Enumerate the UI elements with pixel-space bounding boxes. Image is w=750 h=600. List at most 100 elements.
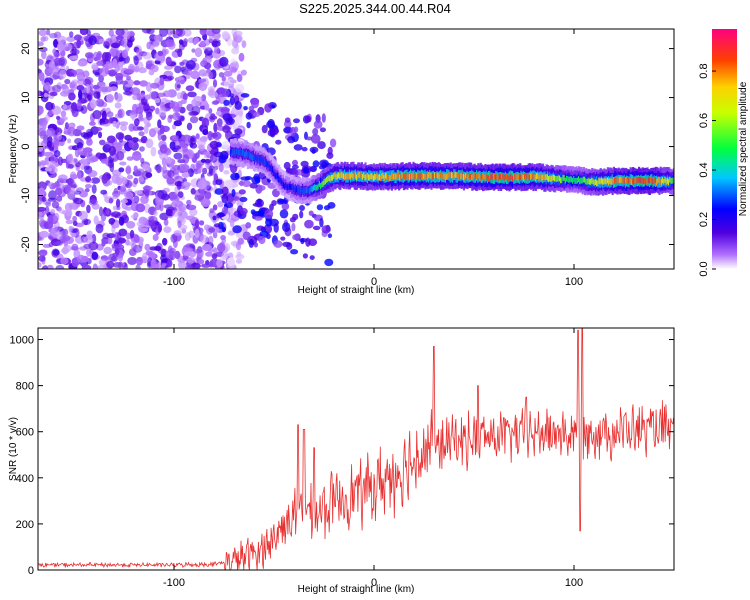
noise-blob <box>42 264 48 269</box>
transition-blob <box>329 138 337 148</box>
noise-blob <box>198 82 208 91</box>
noise-blob <box>202 129 209 136</box>
ridge-cell <box>365 173 368 180</box>
ridge-cell <box>479 175 482 182</box>
noise-blob <box>38 187 46 197</box>
ridge-cell <box>461 172 464 179</box>
noise-blob <box>213 122 218 133</box>
noise-blob <box>130 109 137 115</box>
ridge-cell <box>459 172 462 179</box>
noise-blob <box>89 121 96 126</box>
noise-blob <box>208 235 214 245</box>
transition-blob <box>277 199 287 204</box>
ridge-cell <box>386 173 389 180</box>
noise-blob <box>109 48 117 57</box>
ridge-cell <box>375 174 378 180</box>
spectrogram-heatmap <box>38 29 674 269</box>
noise-blob <box>70 174 78 180</box>
noise-blob <box>78 210 88 221</box>
noise-blob <box>161 157 167 166</box>
transition-blob <box>265 218 273 227</box>
noise-blob <box>105 209 110 215</box>
noise-blob <box>159 144 168 154</box>
noise-blob <box>135 168 145 177</box>
transition-blob <box>309 165 317 173</box>
ridge-cell <box>502 173 505 180</box>
noise-blob <box>183 251 192 257</box>
y-tick-label: 200 <box>16 519 34 531</box>
noise-blob <box>201 263 211 268</box>
ridge-cell <box>569 176 572 183</box>
transition-blob <box>213 223 221 228</box>
noise-blob <box>86 29 91 36</box>
transition-blob <box>301 147 308 152</box>
noise-blob <box>196 138 207 147</box>
noise-blob <box>127 30 135 37</box>
transition-blob <box>312 128 319 136</box>
noise-blob <box>178 203 187 213</box>
noise-blob <box>194 47 203 58</box>
ridge-cell <box>644 178 647 185</box>
transition-blob <box>253 242 258 248</box>
noise-blob <box>201 94 207 102</box>
noise-blob <box>114 92 123 103</box>
ridge-cell <box>400 174 403 181</box>
ridge-cell <box>429 172 432 178</box>
noise-blob <box>174 65 182 74</box>
ridge-cell <box>333 173 336 179</box>
transition-blob <box>327 146 333 155</box>
noise-blob <box>95 223 104 234</box>
noise-blob <box>64 122 69 130</box>
noise-blob <box>236 73 243 83</box>
ridge-cell <box>558 175 561 182</box>
noise-blob <box>43 151 54 157</box>
ridge-cell <box>501 173 504 180</box>
ridge-cell <box>604 178 607 184</box>
noise-blob <box>76 39 82 49</box>
ridge-cell <box>585 178 588 185</box>
ridge-cell <box>448 171 451 178</box>
noise-blob <box>38 90 41 97</box>
y-tick-label: 1000 <box>10 335 34 347</box>
ridge-cell <box>310 185 313 192</box>
ridge-cell <box>406 174 409 181</box>
ridge-cell <box>344 174 347 181</box>
noise-blob <box>227 230 236 236</box>
noise-blob <box>200 234 209 244</box>
ridge-cell <box>665 179 668 185</box>
noise-blob <box>149 82 160 89</box>
ridge-cell <box>340 172 343 178</box>
noise-blob <box>45 114 50 122</box>
ridge-cell <box>369 174 372 181</box>
noise-blob <box>56 132 62 141</box>
ridge-cell <box>366 172 369 179</box>
noise-blob <box>198 78 203 84</box>
transition-blob <box>309 146 319 154</box>
ridge-cell <box>329 176 332 183</box>
ridge-cell <box>488 175 491 182</box>
ridge-cell <box>408 173 411 180</box>
noise-blob <box>148 215 158 224</box>
noise-blob <box>139 146 145 152</box>
noise-blob <box>198 144 205 152</box>
ridge-cell <box>562 174 565 181</box>
noise-blob <box>79 158 88 165</box>
ridge-cell <box>514 173 517 180</box>
ridge-cell <box>249 152 252 159</box>
ridge-cell <box>628 177 631 184</box>
noise-blob <box>223 70 233 77</box>
ridge-cell <box>244 152 247 158</box>
x-tick-label: 0 <box>371 577 377 589</box>
noise-blob <box>172 199 178 205</box>
ridge-cell <box>345 173 348 180</box>
ridge-cell <box>374 173 377 180</box>
ridge-cell <box>671 177 674 184</box>
colorbar-tick-label: 0.0 <box>698 261 710 276</box>
spectrogram-x-label: Height of straight line (km) <box>298 285 415 296</box>
noise-blob <box>188 110 199 117</box>
ridge-cell <box>570 176 573 183</box>
transition-blob <box>229 96 235 106</box>
